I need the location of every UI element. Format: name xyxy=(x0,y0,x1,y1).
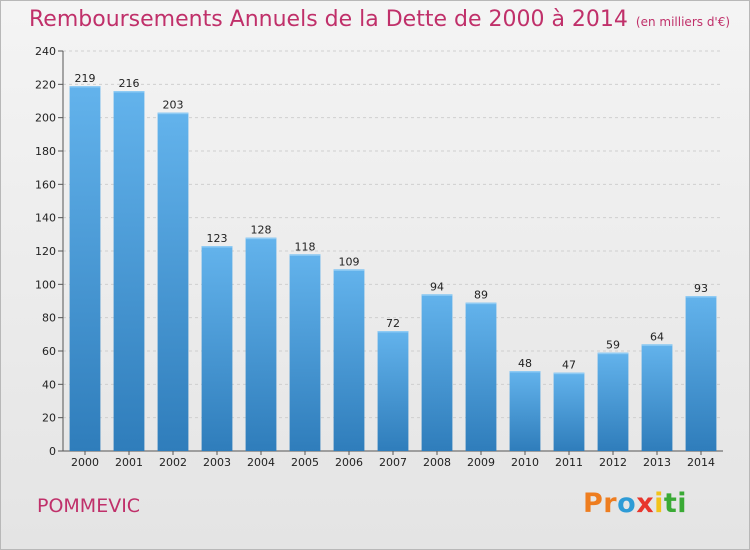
y-tick-label: 40 xyxy=(42,378,56,391)
proxiti-logo: Proxiti xyxy=(583,488,688,519)
data-label-2011: 47 xyxy=(562,359,576,372)
bar-2007 xyxy=(377,331,409,451)
chart-title: Remboursements Annuels de la Dette de 20… xyxy=(29,7,730,32)
bar-2014 xyxy=(685,296,717,451)
bar-2013 xyxy=(641,344,673,451)
data-label-2010: 48 xyxy=(518,357,532,370)
x-tick-label-2000: 2000 xyxy=(71,456,99,469)
bar-2001 xyxy=(113,91,145,451)
y-tick-label: 180 xyxy=(35,145,56,158)
bar-top-highlight xyxy=(465,302,497,305)
x-tick-label-2007: 2007 xyxy=(379,456,407,469)
x-tick-label-2005: 2005 xyxy=(291,456,319,469)
bar-2008 xyxy=(421,294,453,451)
bar-top-highlight xyxy=(289,254,321,256)
bar-2000 xyxy=(69,86,101,451)
data-label-2014: 93 xyxy=(694,282,708,295)
bar-top-highlight xyxy=(685,296,717,298)
bar-top-highlight xyxy=(641,344,673,346)
bar-top-highlight xyxy=(69,86,101,88)
x-tick-label-2010: 2010 xyxy=(511,456,539,469)
x-tick-label-2004: 2004 xyxy=(247,456,275,469)
bar-top-highlight xyxy=(597,352,629,355)
bar-2009 xyxy=(465,302,497,451)
y-tick-label: 160 xyxy=(35,178,56,191)
x-tick-label-2012: 2012 xyxy=(599,456,627,469)
x-tick-label-2006: 2006 xyxy=(335,456,363,469)
data-label-2006: 109 xyxy=(339,255,360,268)
y-tick-label: 120 xyxy=(35,245,56,258)
x-tick-label-2003: 2003 xyxy=(203,456,231,469)
bar-2002 xyxy=(157,112,189,452)
bar-top-highlight xyxy=(377,331,409,333)
chart-title-unit: (en milliers d'€) xyxy=(635,15,731,29)
data-label-2005: 118 xyxy=(295,240,316,253)
bar-top-highlight xyxy=(157,112,189,115)
x-tick-label-2008: 2008 xyxy=(423,456,451,469)
bar-2010 xyxy=(509,371,541,451)
y-tick-label: 80 xyxy=(42,312,56,325)
x-tick-label-2002: 2002 xyxy=(159,456,187,469)
y-tick-label: 60 xyxy=(42,345,56,358)
bar-top-highlight xyxy=(421,294,453,296)
bar-top-highlight xyxy=(113,91,145,93)
bars xyxy=(69,86,717,452)
x-tick-label-2014: 2014 xyxy=(687,456,715,469)
y-tick-label: 140 xyxy=(35,212,56,225)
x-tick-label-2009: 2009 xyxy=(467,456,495,469)
bar-top-highlight xyxy=(333,269,365,271)
commune-name: POMMEVIC xyxy=(37,495,141,517)
data-label-2009: 89 xyxy=(474,289,488,302)
bar-2011 xyxy=(553,372,585,451)
y-tick-label: 220 xyxy=(35,78,56,91)
data-label-2000: 219 xyxy=(75,72,96,85)
y-tick-label: 100 xyxy=(35,278,56,291)
bar-top-highlight xyxy=(509,371,541,373)
bar-2006 xyxy=(333,269,365,451)
bar-2003 xyxy=(201,246,233,451)
data-label-2012: 59 xyxy=(606,339,620,352)
axes: 0 20 40 60 80 100 120 140 160 180 200 220 240 2000 200… xyxy=(35,45,723,469)
x-tick-label-2011: 2011 xyxy=(555,456,583,469)
data-label-2003: 123 xyxy=(207,232,228,245)
bar-top-highlight xyxy=(245,237,277,240)
y-tick-label: 240 xyxy=(35,45,56,58)
x-tick-label-2001: 2001 xyxy=(115,456,143,469)
bar-top-highlight xyxy=(201,246,233,248)
data-label-2004: 128 xyxy=(251,224,272,237)
data-label-2013: 64 xyxy=(650,330,664,343)
data-label-2002: 203 xyxy=(163,99,184,112)
chart-title-main: Remboursements Annuels de la Dette de 20… xyxy=(29,7,628,32)
y-tick-label: 20 xyxy=(42,412,56,425)
y-tick-label: 0 xyxy=(49,445,56,458)
x-tick-label-2013: 2013 xyxy=(643,456,671,469)
bar-2012 xyxy=(597,352,629,451)
bar-2004 xyxy=(245,237,277,451)
bar-2005 xyxy=(289,254,321,451)
data-label-2008: 94 xyxy=(430,280,444,293)
data-label-2001: 216 xyxy=(119,77,140,90)
bar-top-highlight xyxy=(553,372,585,375)
data-label-2007: 72 xyxy=(386,317,400,330)
y-tick-label: 200 xyxy=(35,112,56,125)
labels: 219 216 203 123 128 118 109 72 94 89 48 47 59 64 93 xyxy=(75,72,709,372)
